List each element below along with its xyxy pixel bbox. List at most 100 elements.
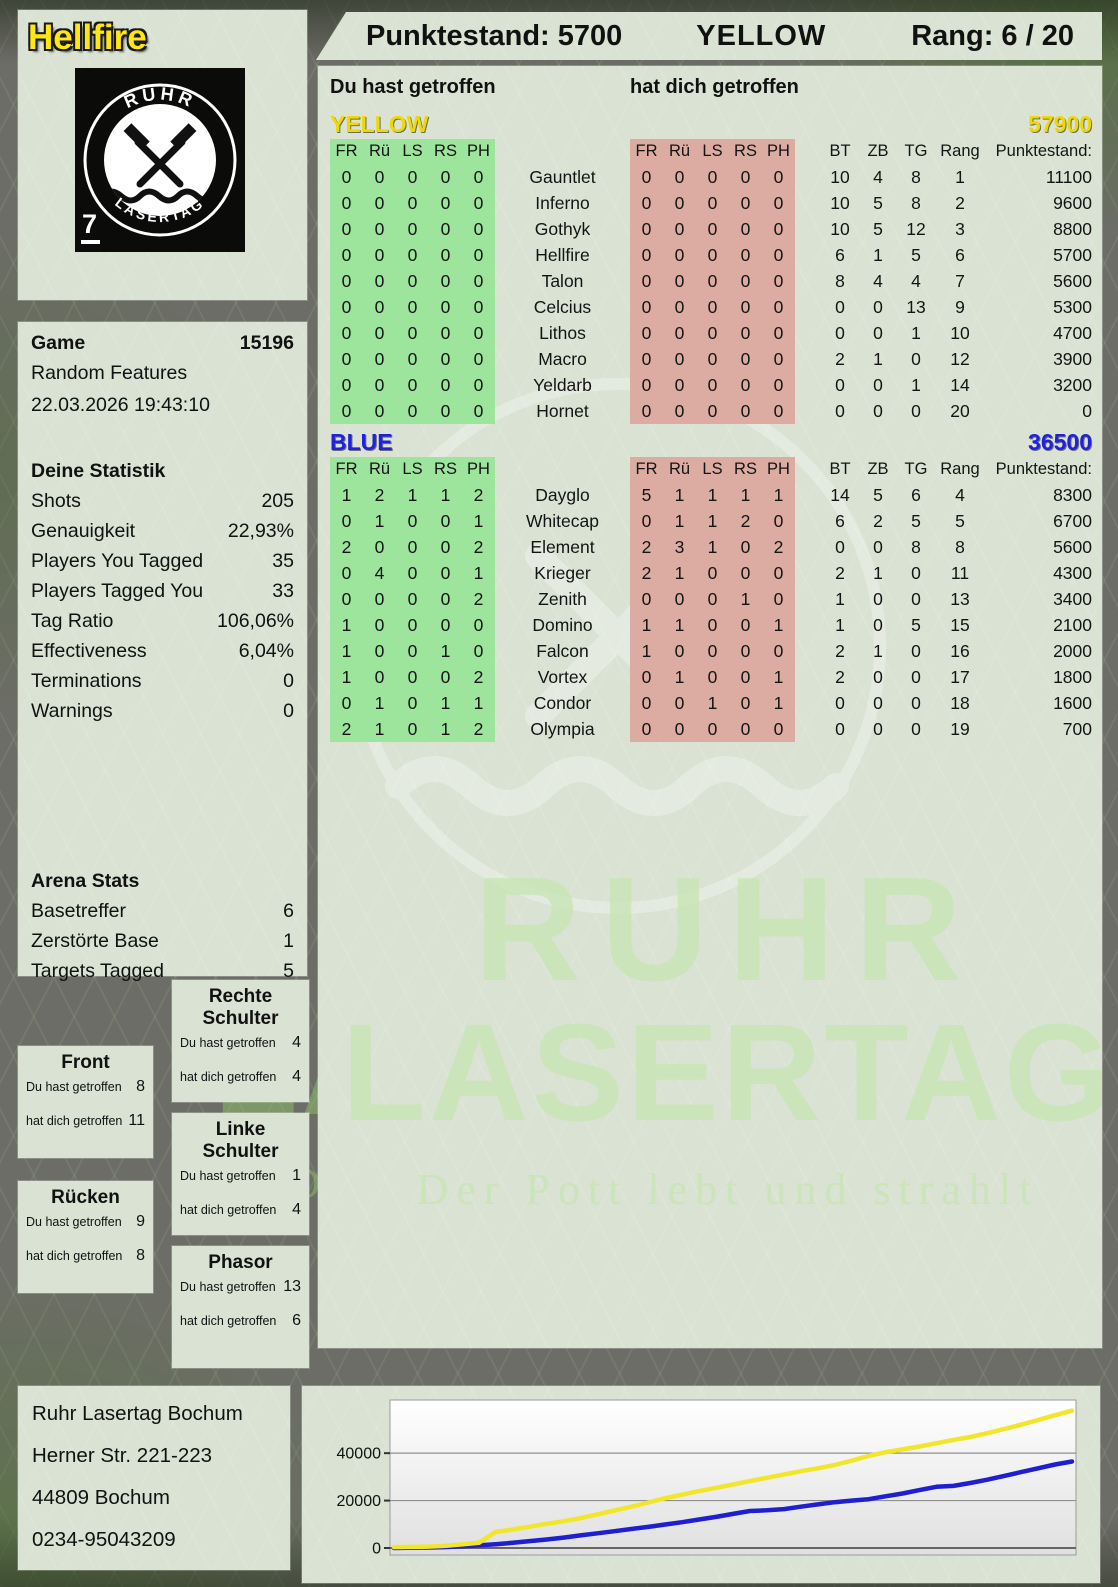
them-hit-cell: 0 (641, 666, 652, 687)
bt-cell: 14 (830, 484, 850, 505)
them-hit-cell: 0 (740, 614, 751, 635)
watermark-line2: LASERTAG (341, 996, 1102, 1150)
zb-cell: 0 (873, 588, 883, 609)
them-columns-highlight (630, 139, 795, 424)
stat-label: Effectiveness (31, 640, 147, 662)
zone-them-value: 4 (292, 1201, 301, 1218)
scoreboard-panel: RUHR LASERTAG Der Pott lebt und strahlt … (318, 66, 1102, 1348)
personal-stats-rows: Shots 205 Genauigkeit 22,93% Players You Tag… (31, 490, 294, 730)
you-hit-cell: 0 (341, 244, 352, 265)
them-hit-header: hat dich getroffen (630, 76, 799, 98)
them-hit-cell: 0 (674, 166, 685, 187)
address-panel: Ruhr Lasertag Bochum Herner Str. 221-223… (18, 1386, 290, 1570)
rang-cell: 2 (955, 192, 965, 213)
you-hit-cell: 0 (440, 218, 451, 239)
player-row: 0 0 0 0 0 Gothyk 0 0 0 0 0 10 5 12 3 8800 (330, 216, 1092, 242)
them-hit-cell: 0 (674, 244, 685, 265)
you-hit-cell: 0 (407, 322, 418, 343)
you-hit-cell: 2 (473, 666, 484, 687)
player-name-cell: Lithos (539, 322, 586, 343)
player-row: 0 0 0 0 0 Gauntlet 0 0 0 0 0 10 4 8 1 11100 (330, 164, 1092, 190)
tg-cell: 0 (911, 718, 921, 739)
zone-title: Phasor (208, 1252, 273, 1273)
them-hit-cell: 0 (707, 562, 718, 583)
them-hit-cell: 0 (641, 510, 652, 531)
them-hit-cell: 0 (707, 296, 718, 317)
col-label: RS (434, 460, 457, 478)
tg-cell: 13 (906, 296, 926, 317)
stat-value: 1 (283, 930, 294, 952)
stat-label: Targets Tagged (31, 960, 164, 982)
series-yellow (391, 1408, 1075, 1550)
you-hit-cell: 0 (374, 614, 385, 635)
team-name: BLUE (330, 429, 393, 455)
game-row: Game 15196 (31, 332, 294, 362)
player-row: 1 0 0 1 0 Falcon 1 0 0 0 0 2 1 0 16 2000 (330, 638, 1092, 664)
player-row: 0 0 0 0 2 Zenith 0 0 0 1 0 1 0 0 13 3400 (330, 586, 1092, 612)
rang-cell: 11 (950, 562, 970, 583)
rang-cell: 16 (950, 640, 970, 661)
player-name-cell: Dayglo (535, 484, 590, 505)
stat-row: Tag Ratio 106,06% (31, 610, 294, 640)
you-hit-cell: 2 (473, 588, 484, 609)
you-hit-cell: 0 (374, 270, 385, 291)
player-panel: Hellfire (18, 10, 307, 300)
them-hit-cell: 1 (674, 510, 685, 531)
them-hit-cell: 0 (773, 218, 784, 239)
you-hit-cell: 1 (341, 614, 352, 635)
them-hit-cell: 0 (740, 666, 751, 687)
bt-cell: 0 (835, 400, 845, 421)
player-row: 0 0 0 0 0 Talon 0 0 0 0 0 8 4 4 7 5600 (330, 268, 1092, 294)
bt-cell: 1 (835, 614, 845, 635)
punkte-cell: 5700 (1053, 244, 1092, 265)
player-name-cell: Zenith (538, 588, 587, 609)
team-table: FR Rü LS RS PH FR Rü LS RS PH BT ZB TG Rang Punktestan… (330, 457, 1092, 742)
them-hit-cell: 0 (773, 562, 784, 583)
rang-cell: 17 (950, 666, 970, 687)
col-label: TG (904, 460, 928, 478)
them-hit-cell: 2 (740, 510, 751, 531)
them-hit-cell: 1 (773, 614, 784, 635)
you-hit-cell: 1 (341, 484, 352, 505)
them-hit-cell: 0 (641, 270, 652, 291)
col-label: PH (467, 460, 490, 478)
team-total: 57900 (1028, 111, 1092, 137)
them-hit-cell: 0 (641, 192, 652, 213)
arena-stats-rows: Basetreffer 6 Zerstörte Base 1 Targets Tagge… (31, 900, 294, 990)
you-hit-cell: 0 (374, 640, 385, 661)
stat-value: 22,93% (227, 520, 294, 542)
them-hit-cell: 0 (641, 322, 652, 343)
you-hit-cell: 0 (407, 296, 418, 317)
them-hit-cell: 1 (773, 666, 784, 687)
them-hit-cell: 0 (773, 296, 784, 317)
you-hit-cell: 2 (473, 718, 484, 739)
rang-cell: 3 (955, 218, 965, 239)
col-label: Rü (668, 460, 691, 478)
them-hit-cell: 1 (674, 614, 685, 635)
you-hit-cell: 0 (440, 588, 451, 609)
stat-row: Warnings 0 (31, 700, 294, 730)
col-label: Rü (668, 142, 691, 160)
them-hit-cell: 0 (707, 614, 718, 635)
zone-them-label: hat dich getroffen (180, 1070, 277, 1084)
rang-cell: 12 (950, 348, 970, 369)
you-hit-cell: 1 (407, 484, 418, 505)
bt-cell: 10 (830, 192, 850, 213)
column-header-row: FR Rü LS RS PH FR Rü LS RS PH BT ZB TG Rang Punktestan… (330, 457, 1093, 482)
you-hit-cell: 0 (407, 666, 418, 687)
them-hit-cell: 0 (641, 218, 652, 239)
you-hit-cell: 0 (407, 400, 418, 421)
them-hit-cell: 0 (707, 640, 718, 661)
you-hit-cell: 0 (374, 322, 385, 343)
them-hit-cell: 0 (707, 348, 718, 369)
tg-cell: 5 (911, 510, 921, 531)
you-hit-cell: 2 (341, 718, 352, 739)
zb-cell: 1 (873, 348, 883, 369)
player-name-cell: Krieger (534, 562, 591, 583)
player-name-cell: Celcius (533, 296, 592, 317)
you-hit-cell: 1 (473, 562, 484, 583)
col-label: LS (702, 142, 723, 160)
punkte-cell: 700 (1062, 718, 1092, 739)
stat-label: Shots (31, 490, 81, 512)
you-hit-cell: 1 (341, 666, 352, 687)
